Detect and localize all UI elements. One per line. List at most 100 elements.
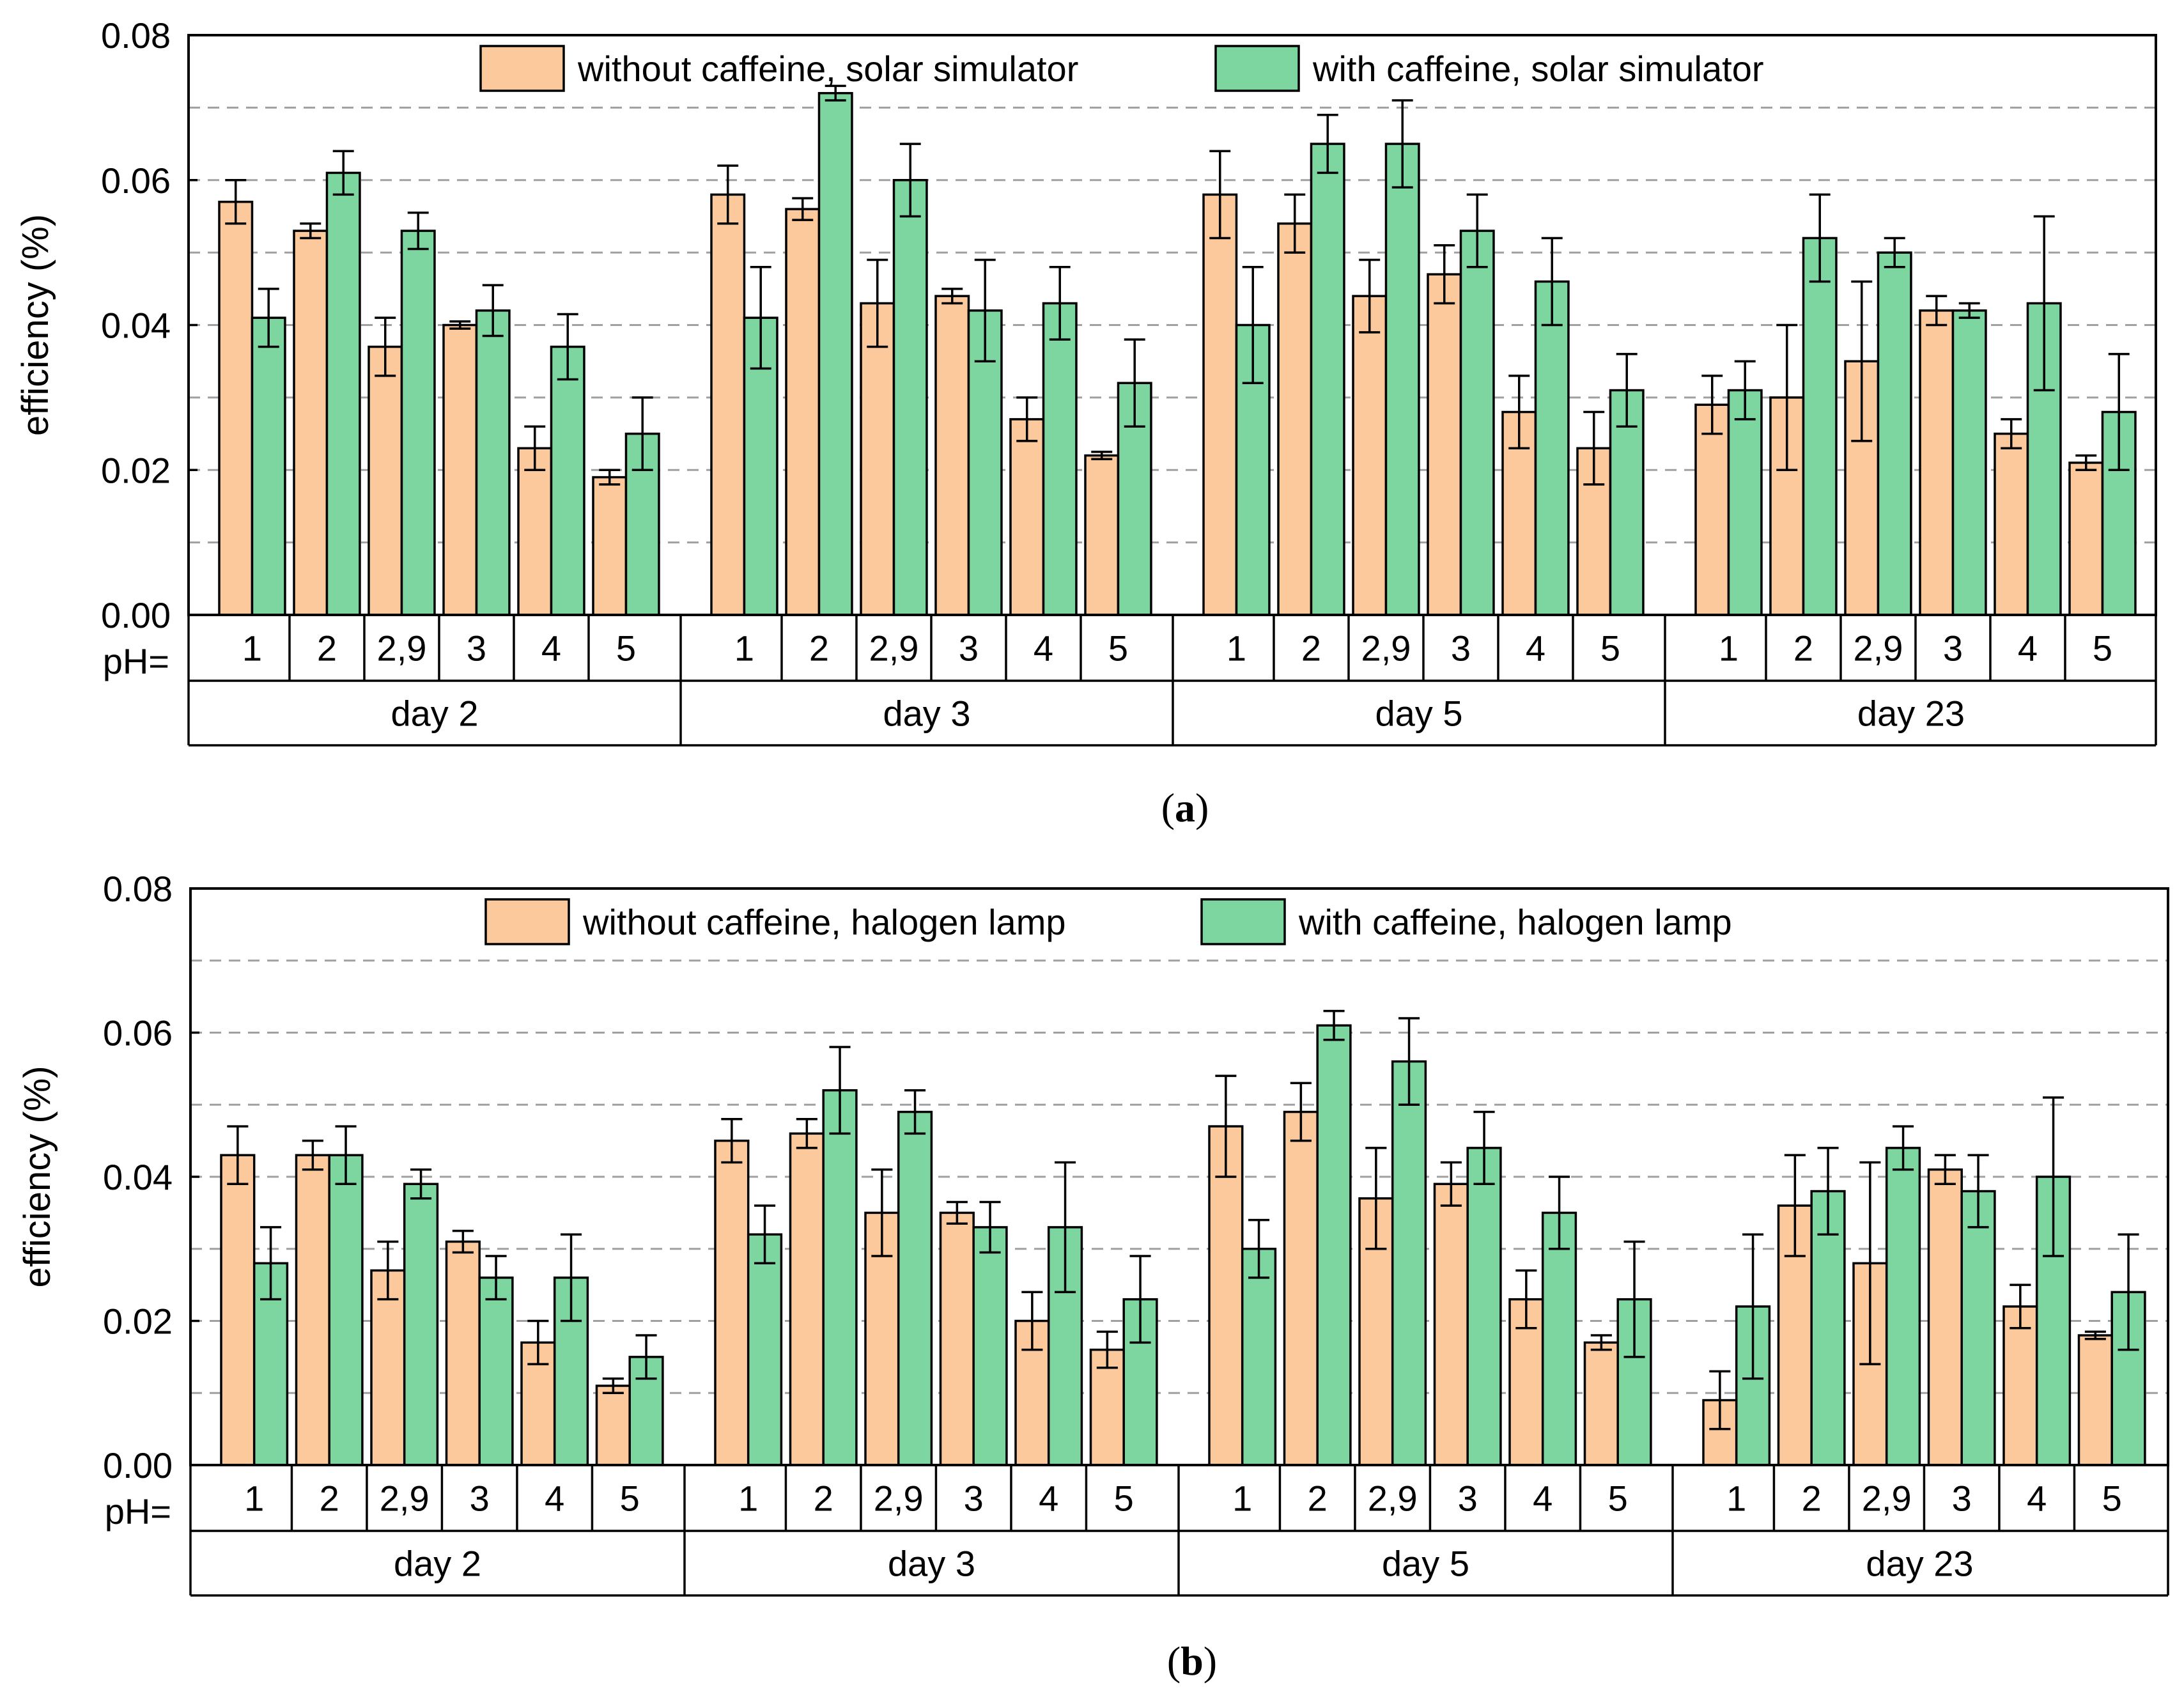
bar-without-day23-ph5 [2068,462,2104,616]
ph-category-label: 4 [1533,1478,1553,1519]
ph-category-label: 5 [616,628,636,669]
bar-without-day5-ph3 [1427,273,1462,616]
ph-category-label: 3 [964,1478,984,1519]
error-bar [260,1226,282,1301]
bar-without-day2-ph5 [595,1385,631,1466]
error-bar [1893,1125,1914,1171]
error-bar [1124,338,1145,428]
y-axis-label: efficiency (%) [15,214,56,436]
panel-caption: (a) [1161,785,1209,830]
bar-without-day2-ph2.9 [368,345,403,616]
ph-category-label: 5 [1108,628,1128,669]
ph-category-label: 2,9 [1368,1478,1418,1519]
bar-with-day2-ph2.9 [403,1183,439,1466]
error-bar [2108,353,2130,471]
bar-with-day3-ph2.9 [892,179,928,616]
caption-paren-open: ( [1161,785,1175,830]
bar-without-day3-ph3 [939,1211,975,1466]
error-bar [796,1118,817,1149]
error-bar [1817,1147,1839,1236]
ph-category-label: 2,9 [380,1478,430,1519]
bar-without-day23-ph3 [1919,309,1955,616]
error-bar [1290,1082,1312,1142]
error-bar [1398,1017,1420,1106]
error-bar [979,1200,1001,1254]
bar-with-day3-ph2.9 [897,1110,933,1466]
ph-category-label: 1 [242,628,262,669]
error-bar [1129,1255,1151,1344]
bar-without-day5-ph3 [1433,1183,1469,1466]
ph-category-label: 4 [1526,628,1545,669]
y-tick-label: 0.00 [101,595,171,635]
error-bar [602,1377,624,1394]
bar-with-day3-ph2 [822,1089,858,1466]
bar-without-day3-ph2.9 [860,302,895,616]
caption-letter: b [1181,1638,1204,1684]
bar-with-day3-ph2 [817,91,853,616]
error-bar [867,258,888,348]
error-bar [1809,193,1831,283]
error-bar [557,313,578,381]
error-bar [1851,280,1873,442]
caption-paren-close: ) [1204,1638,1217,1684]
bar-without-day3-ph4 [1009,418,1045,616]
error-bar [1284,193,1306,254]
error-bar [1323,1009,1345,1041]
error-bar [1926,295,1948,327]
day-group-label: day 23 [1866,1544,1973,1584]
error-bar [300,222,321,240]
bar-with-day2-ph2.9 [400,229,436,616]
error-bar [1434,244,1455,305]
ph-category-label: 1 [1232,1478,1252,1519]
bar-with-day5-ph2 [1316,1024,1352,1466]
error-bar [2010,1284,2031,1330]
error-bar [375,316,396,377]
caption-paren-open: ( [1167,1638,1181,1684]
bar-without-day2-ph5 [592,476,628,616]
error-bar [452,1229,474,1254]
error-bar [1096,1330,1118,1369]
error-bar [1055,1161,1076,1294]
error-bar [1440,1161,1462,1207]
y-tick-label: 0.04 [101,306,171,346]
error-bar [335,1125,357,1186]
ph-category-label: 5 [2102,1478,2122,1519]
y-tick-label: 0.02 [103,1301,173,1342]
bar-without-day3-ph5 [1084,454,1120,616]
bar-with-day23-ph2 [1810,1190,1846,1466]
day-group-label: day 5 [1382,1544,1469,1584]
bar-with-day23-ph2.9 [1877,251,1912,616]
error-bar [635,1334,657,1380]
panel-caption: (b) [1167,1638,1217,1684]
error-bar [825,84,846,102]
error-bar [1242,266,1264,384]
ph-category-label: 2,9 [377,628,427,669]
bar-without-day2-ph1 [218,201,254,616]
ph-category-label: 4 [2018,628,2038,669]
error-bar [871,1168,893,1257]
error-bar [1934,1154,1956,1186]
bar-with-day5-ph3 [1466,1147,1502,1466]
error-bar [1215,1074,1237,1178]
error-bar [302,1139,323,1171]
bar-without-day2-ph3 [445,1240,481,1466]
y-tick-label: 0.08 [101,15,171,56]
error-bar [1742,1233,1764,1380]
ph-category-label: 4 [545,1478,564,1519]
error-bar [2118,1233,2139,1351]
ph-category-label: 2,9 [1862,1478,1912,1519]
bar-without-day2-ph2 [293,229,329,616]
legend-label-without: without caffeine, halogen lamp [582,902,1065,942]
error-bar [1391,99,1413,189]
y-tick-label: 0.08 [103,869,173,909]
bar-without-day23-ph5 [2077,1334,2113,1466]
bar-without-day2-ph1 [220,1154,256,1466]
error-bar [1515,1269,1537,1330]
ph-category-label: 2,9 [1361,628,1411,669]
error-bar [1248,1218,1270,1279]
bar-without-day3-ph2 [785,208,821,616]
ph-category-label: 2 [1802,1478,1822,1519]
bar-without-day3-ph1 [714,1139,750,1466]
ph-category-label: 5 [1114,1478,1134,1519]
